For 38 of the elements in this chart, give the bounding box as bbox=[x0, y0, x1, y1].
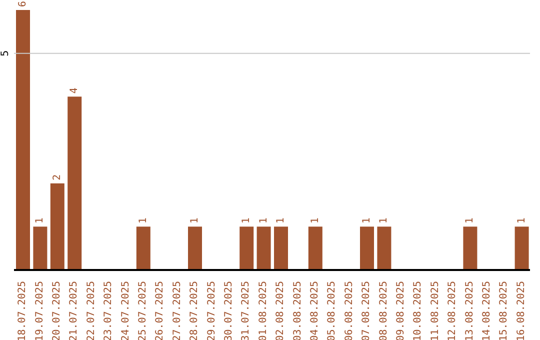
bar bbox=[188, 226, 202, 270]
x-tick-label: 12.08.2025 bbox=[447, 281, 458, 340]
data-label: 1 bbox=[190, 218, 200, 224]
x-tick-label: 16.08.2025 bbox=[516, 281, 527, 340]
bar bbox=[514, 226, 529, 270]
bar bbox=[240, 226, 254, 270]
bar bbox=[50, 183, 64, 270]
bar bbox=[274, 226, 288, 270]
bar bbox=[308, 226, 322, 270]
x-tick-label: 19.07.2025 bbox=[34, 281, 46, 340]
data-label: 1 bbox=[362, 218, 372, 224]
data-label: 1 bbox=[138, 218, 149, 224]
data-label: 2 bbox=[52, 174, 63, 180]
data-label: 1 bbox=[464, 218, 476, 224]
x-tick-label: 18.07.2025 bbox=[17, 281, 28, 340]
data-label: 1 bbox=[276, 218, 286, 224]
x-tick-label: 11.08.2025 bbox=[430, 281, 441, 340]
data-label: 1 bbox=[241, 218, 252, 224]
bar bbox=[256, 226, 271, 270]
data-label: 6 bbox=[18, 0, 28, 7]
bar bbox=[136, 226, 150, 270]
x-tick-label: 10.08.2025 bbox=[412, 281, 424, 340]
data-label: 1 bbox=[258, 218, 270, 224]
bar bbox=[68, 96, 82, 270]
data-label: 4 bbox=[69, 88, 80, 94]
bar bbox=[360, 226, 374, 270]
x-tick-label: 13.08.2025 bbox=[464, 281, 476, 340]
data-label: 1 bbox=[516, 218, 528, 224]
y-tick-label: 5 bbox=[0, 50, 11, 56]
x-tick-label: 14.08.2025 bbox=[482, 281, 492, 340]
data-label: 1 bbox=[34, 218, 46, 224]
data-label: 1 bbox=[310, 218, 321, 224]
bar bbox=[16, 10, 30, 270]
bar bbox=[463, 226, 478, 270]
bar bbox=[33, 226, 48, 270]
x-tick-label: 15.08.2025 bbox=[498, 281, 510, 340]
bar bbox=[377, 226, 392, 270]
data-label: 1 bbox=[378, 218, 390, 224]
